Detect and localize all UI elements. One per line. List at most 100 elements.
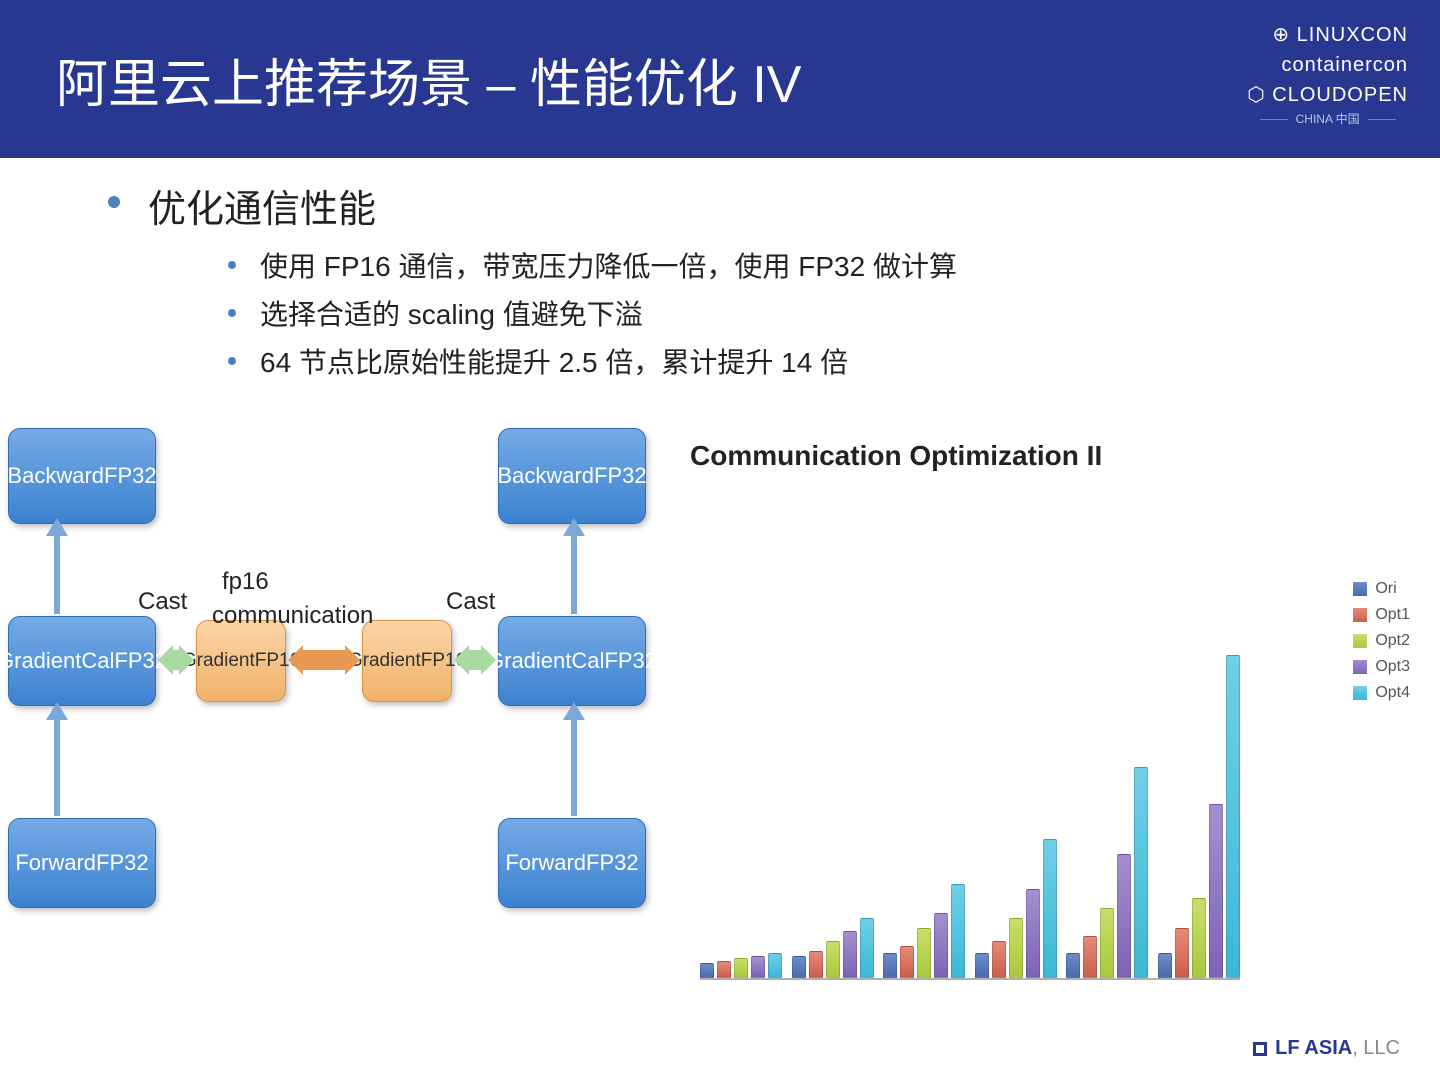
arrow-up-icon xyxy=(54,532,60,614)
legend-item: Opt4 xyxy=(1353,684,1410,702)
legend-item: Ori xyxy=(1353,580,1410,598)
chart-title: Communication Optimization II xyxy=(690,440,1420,472)
bar xyxy=(751,956,765,978)
bar xyxy=(1117,854,1131,978)
box-forward_l: ForwardFP32 xyxy=(8,818,156,908)
bar xyxy=(1066,953,1080,978)
bar-group xyxy=(700,630,782,978)
bar-group xyxy=(792,630,874,978)
header-bar: 阿里云上推荐场景 – 性能优化 IV ⊕ LINUXCON containerc… xyxy=(0,0,1440,158)
arrow-up-icon xyxy=(54,716,60,816)
bar xyxy=(1043,839,1057,978)
arrow-bidir-icon xyxy=(288,648,360,672)
box-gradcal_r: GradientCalFP32 xyxy=(498,616,646,706)
box-forward_r: ForwardFP32 xyxy=(498,818,646,908)
bar xyxy=(1083,936,1097,978)
sub-bullet-text: 选择合适的 scaling 值避免下溢 xyxy=(260,293,643,333)
legend-swatch-icon xyxy=(1353,660,1367,674)
bar-group xyxy=(883,630,965,978)
box-backward_l: BackwardFP32 xyxy=(8,428,156,524)
bullet-dot-icon xyxy=(108,196,120,208)
footer-suffix: , LLC xyxy=(1352,1037,1400,1059)
bar xyxy=(809,951,823,978)
label-cast_l: Cast xyxy=(138,588,187,616)
bar xyxy=(1100,908,1114,978)
arrow-up-icon xyxy=(571,716,577,816)
bar-group xyxy=(975,630,1057,978)
bar xyxy=(900,946,914,978)
bar-group xyxy=(1158,630,1240,978)
box-grad16_l: GradientFP16 xyxy=(196,620,286,702)
sub-bullet: 64 节点比原始性能提升 2.5 倍，累计提升 14 倍 xyxy=(228,341,1360,381)
bullet-main-text: 优化通信性能 xyxy=(148,178,376,233)
legend-label: Opt4 xyxy=(1375,684,1410,702)
bar xyxy=(768,953,782,978)
sub-bullet: 使用 FP16 通信，带宽压力降低一倍，使用 FP32 做计算 xyxy=(228,245,1360,285)
footer: LF ASIA, LLC xyxy=(1253,1037,1400,1060)
arrow-bidir-icon xyxy=(454,648,496,672)
logo-china-sub: CHINA 中国 xyxy=(1247,110,1408,128)
legend-item: Opt3 xyxy=(1353,658,1410,676)
legend-label: Opt2 xyxy=(1375,632,1410,650)
bar xyxy=(975,953,989,978)
bar xyxy=(883,953,897,978)
sub-bullet-dot-icon xyxy=(228,357,236,365)
bar xyxy=(1009,918,1023,978)
sub-bullet-text: 64 节点比原始性能提升 2.5 倍，累计提升 14 倍 xyxy=(260,341,848,381)
sub-bullet: 选择合适的 scaling 值避免下溢 xyxy=(228,293,1360,333)
bar xyxy=(1158,953,1172,978)
logo-linuxcon: ⊕ LINUXCON xyxy=(1247,20,1408,50)
bar xyxy=(951,884,965,978)
sub-bullet-dot-icon xyxy=(228,261,236,269)
box-backward_r: BackwardFP32 xyxy=(498,428,646,524)
box-gradcal_l: GradientCalFP32 xyxy=(8,616,156,706)
sub-bullet-dot-icon xyxy=(228,309,236,317)
bar xyxy=(934,913,948,978)
arrow-bidir-icon xyxy=(158,648,194,672)
bullet-list: 优化通信性能 使用 FP16 通信，带宽压力降低一倍，使用 FP32 做计算 选… xyxy=(0,158,1440,381)
bar xyxy=(917,928,931,978)
legend-label: Opt3 xyxy=(1375,658,1410,676)
chart-area xyxy=(700,630,1240,980)
chart-legend: Ori Opt1 Opt2 Opt3 Opt4 xyxy=(1353,580,1410,710)
flowchart-diagram: BackwardFP32 GradientCalFP32 ForwardFP32 Gr… xyxy=(0,420,690,960)
legend-item: Opt1 xyxy=(1353,606,1410,624)
label-fp16comm_b: communication xyxy=(212,602,373,630)
label-fp16comm_a: fp16 xyxy=(222,568,269,596)
footer-prefix: LF ASIA xyxy=(1275,1037,1352,1059)
chart-region: Communication Optimization II Ori Opt1 O… xyxy=(690,420,1440,1080)
bar xyxy=(1134,767,1148,978)
bar xyxy=(717,961,731,978)
bar xyxy=(1209,804,1223,978)
content-row: BackwardFP32 GradientCalFP32 ForwardFP32 Gr… xyxy=(0,420,1440,1080)
bar xyxy=(792,956,806,978)
bar xyxy=(843,931,857,978)
legend-swatch-icon xyxy=(1353,582,1367,596)
bar xyxy=(992,941,1006,978)
label-cast_r: Cast xyxy=(446,588,495,616)
bar xyxy=(860,918,874,978)
bar xyxy=(700,963,714,978)
arrow-up-icon xyxy=(571,532,577,614)
legend-label: Opt1 xyxy=(1375,606,1410,624)
logo-cloudopen: ⬡ CLOUDOPEN xyxy=(1247,80,1408,110)
sub-bullet-text: 使用 FP16 通信，带宽压力降低一倍，使用 FP32 做计算 xyxy=(260,245,957,285)
bar xyxy=(826,941,840,978)
bar xyxy=(734,958,748,978)
bar xyxy=(1226,655,1240,978)
legend-label: Ori xyxy=(1375,580,1396,598)
logo-containercon: containercon xyxy=(1247,50,1408,80)
bar xyxy=(1175,928,1189,978)
legend-item: Opt2 xyxy=(1353,632,1410,650)
bar xyxy=(1192,898,1206,978)
bullet-main: 优化通信性能 xyxy=(108,178,1360,233)
sponsor-logos: ⊕ LINUXCON containercon ⬡ CLOUDOPEN CHIN… xyxy=(1247,20,1408,128)
footer-square-icon xyxy=(1253,1042,1267,1056)
legend-swatch-icon xyxy=(1353,608,1367,622)
legend-swatch-icon xyxy=(1353,634,1367,648)
slide-title: 阿里云上推荐场景 – 性能优化 IV xyxy=(56,42,801,117)
box-grad16_r: GradientFP16 xyxy=(362,620,452,702)
bar-group xyxy=(1066,630,1148,978)
legend-swatch-icon xyxy=(1353,686,1367,700)
bar xyxy=(1026,889,1040,978)
